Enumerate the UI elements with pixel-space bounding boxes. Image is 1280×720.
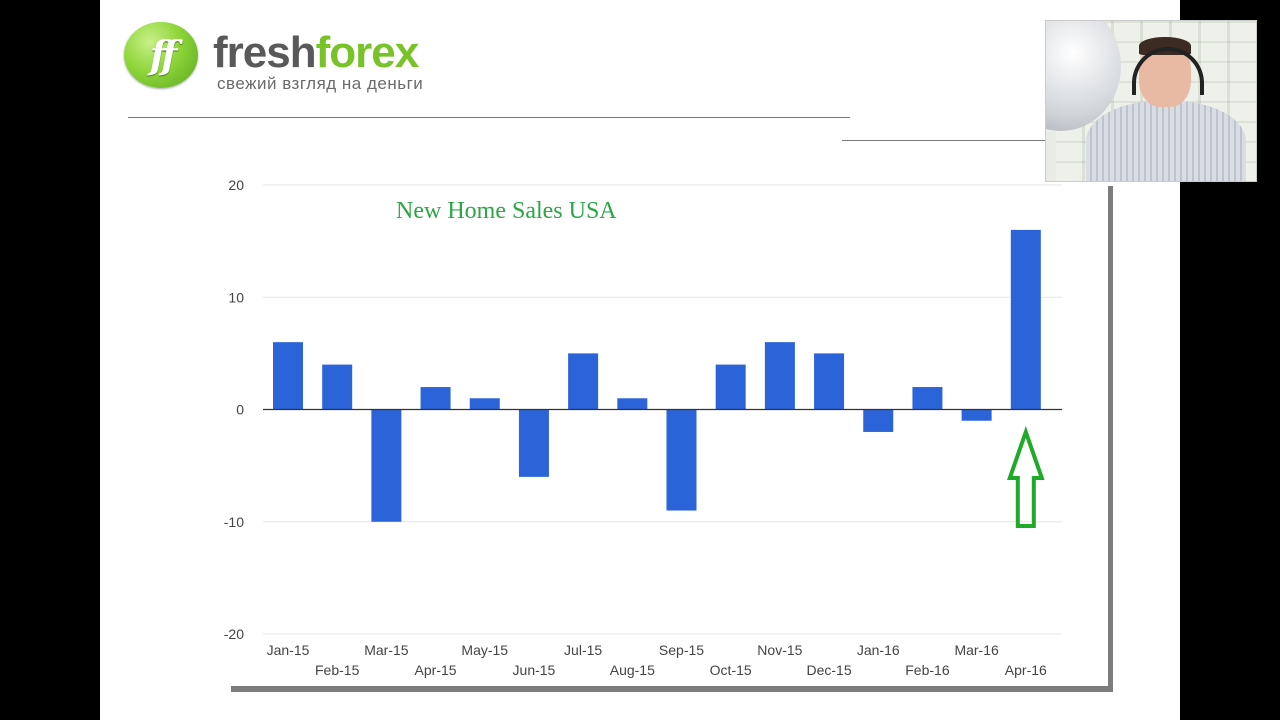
x-tick-label: May-15	[461, 642, 508, 658]
bar	[617, 398, 648, 410]
presentation-slide: ff freshforex свежий взгляд на деньги 20…	[100, 0, 1180, 720]
bar	[961, 409, 992, 421]
bar	[912, 387, 943, 410]
x-tick-label: Aug-15	[610, 662, 655, 678]
x-tick-label: Mar-15	[364, 642, 409, 658]
bar	[322, 364, 353, 410]
y-tick-label: 0	[236, 402, 244, 418]
bar	[420, 387, 451, 410]
x-tick-label: Mar-16	[954, 642, 999, 658]
x-tick-label: Oct-15	[710, 662, 752, 678]
headset-icon	[1132, 47, 1204, 95]
presenter-video	[1045, 20, 1257, 182]
bar	[273, 342, 303, 410]
y-tick-label: -10	[224, 514, 244, 530]
bar	[1010, 229, 1041, 410]
chart-frame-right	[1108, 186, 1113, 692]
x-tick-label: Dec-15	[806, 662, 851, 678]
bar	[764, 342, 795, 410]
chart-frame-bottom	[231, 686, 1113, 692]
y-tick-label: 20	[228, 177, 244, 193]
y-tick-label: -20	[224, 626, 244, 642]
brand-name-part2: forex	[315, 28, 420, 77]
logo-mark-text: ff	[149, 32, 178, 77]
x-tick-label: Jan-16	[857, 642, 900, 658]
x-tick-label: Nov-15	[757, 642, 802, 658]
bar	[814, 353, 845, 410]
bar	[863, 409, 894, 432]
y-tick-label: 10	[228, 289, 244, 305]
x-tick-label: Apr-16	[1005, 662, 1047, 678]
arrow-up-icon	[1006, 425, 1045, 528]
freshforex-logo-icon: ff	[124, 22, 198, 88]
presenter-shirt	[1086, 101, 1246, 181]
bar	[469, 398, 500, 410]
annotation-arrow	[1006, 425, 1045, 528]
chart-frame	[231, 186, 1113, 692]
brand-name: freshforex	[213, 28, 420, 78]
x-tick-label: Apr-15	[415, 662, 457, 678]
x-tick-label: Feb-16	[905, 662, 950, 678]
bar	[568, 353, 599, 410]
chart-title: New Home Sales USA	[396, 198, 617, 224]
x-tick-label: Sep-15	[659, 642, 704, 658]
x-tick-label: Feb-15	[315, 662, 360, 678]
bar	[371, 409, 402, 522]
x-tick-label: Jan-15	[267, 642, 310, 658]
divider-line-right	[842, 140, 1180, 141]
divider-line	[128, 117, 850, 118]
bar	[715, 364, 746, 410]
bar	[666, 409, 697, 511]
bar	[518, 409, 549, 477]
x-tick-label: Jun-15	[513, 662, 556, 678]
brand-name-part1: fresh	[213, 28, 317, 77]
x-tick-label: Jul-15	[564, 642, 602, 658]
chart-bars	[263, 229, 1062, 522]
y-axis-ticks: 20 10 0 -10 -20	[224, 177, 244, 642]
brand-tagline: свежий взгляд на деньги	[217, 74, 424, 93]
